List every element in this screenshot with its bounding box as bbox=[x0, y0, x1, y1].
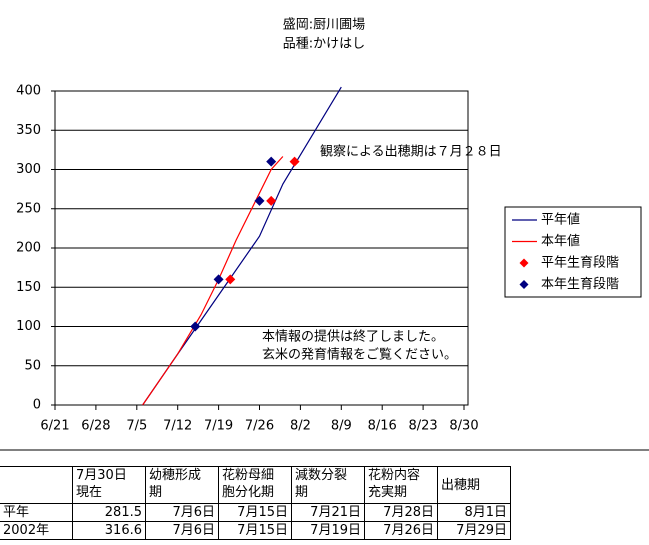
column-header: 期 bbox=[295, 485, 309, 500]
x-tick-label: 6/28 bbox=[81, 419, 110, 434]
table-cell: 花粉内容 充実期 bbox=[364, 466, 438, 504]
row-label: 2002年 bbox=[3, 523, 50, 538]
cell-value: 7月21日 bbox=[310, 505, 361, 520]
table-cell: 7月6日 bbox=[145, 521, 219, 540]
cell-value: 8月1日 bbox=[464, 505, 507, 520]
column-header: 花粉母細 bbox=[222, 468, 275, 483]
annotation: 本情報の提供は終了しました。 bbox=[262, 329, 444, 345]
y-tick-label: 350 bbox=[16, 123, 41, 138]
table-cell: 幼穂形成期 bbox=[145, 466, 219, 504]
y-tick-label: 400 bbox=[16, 84, 41, 99]
cell-value: 316.6 bbox=[104, 523, 142, 538]
table-cell: 出穂期 bbox=[437, 466, 511, 504]
table-cell: 281.5 bbox=[72, 503, 146, 522]
x-tick-label: 8/16 bbox=[368, 419, 397, 434]
legend-marker bbox=[519, 280, 529, 289]
table-cell: 7月29日 bbox=[437, 521, 511, 540]
column-header: 減数分裂 bbox=[295, 468, 348, 483]
annotation: 観察による出穂期は７月２８日 bbox=[320, 145, 502, 160]
cell-value: 7月15日 bbox=[237, 523, 288, 538]
stage-marker bbox=[225, 274, 236, 285]
table-cell: 減数分裂期 bbox=[291, 466, 365, 504]
stage-marker bbox=[213, 274, 224, 285]
legend-box bbox=[504, 206, 642, 298]
x-tick-label: 8/9 bbox=[331, 419, 352, 434]
stage-marker bbox=[266, 156, 277, 167]
column-header: 現在 bbox=[76, 485, 103, 500]
table-cell: 7月6日 bbox=[145, 503, 219, 522]
legend-label: 本年生育段階 bbox=[541, 276, 619, 292]
stage-marker bbox=[266, 195, 277, 206]
series-line bbox=[142, 156, 284, 406]
table-cell: 7月21日 bbox=[291, 503, 365, 522]
table-cell: 7月26日 bbox=[364, 521, 438, 540]
column-header: 充実期 bbox=[368, 485, 408, 500]
stage-marker bbox=[190, 321, 201, 332]
column-header: 出穂期 bbox=[441, 477, 481, 493]
legend-label: 平年生育段階 bbox=[541, 255, 619, 271]
legend-label: 本年値 bbox=[541, 233, 580, 249]
table-cell bbox=[0, 466, 73, 504]
y-tick-label: 100 bbox=[16, 319, 41, 334]
y-tick-label: 0 bbox=[33, 398, 41, 413]
cell-value: 7月26日 bbox=[383, 523, 434, 538]
table-cell: 7月30日現在 bbox=[72, 466, 146, 504]
chart: 盛岡:厨川圃場 品種:かけはし 0 50 100 150 200 250 300 350 400… bbox=[0, 18, 649, 451]
stage-marker bbox=[289, 156, 300, 167]
table-cell: 平年 bbox=[0, 503, 73, 522]
legend-marker bbox=[519, 258, 529, 268]
row-label: 平年 bbox=[3, 505, 30, 520]
cell-value: 7月15日 bbox=[237, 505, 288, 520]
cell-value: 7月28日 bbox=[383, 505, 434, 520]
column-header: 7月30日 bbox=[76, 468, 127, 483]
table-cell: 2002年 bbox=[0, 521, 73, 540]
cell-value: 281.5 bbox=[104, 505, 142, 520]
x-tick-label: 7/19 bbox=[204, 419, 233, 434]
table-cell: 7月19日 bbox=[291, 521, 365, 540]
table-cell: 7月15日 bbox=[218, 503, 292, 522]
y-tick-label: 250 bbox=[16, 201, 41, 216]
y-tick-label: 200 bbox=[16, 241, 41, 256]
stage-marker bbox=[254, 195, 265, 206]
x-tick-label: 7/12 bbox=[163, 419, 192, 434]
chart-subtitle: 品種:かけはし bbox=[283, 36, 365, 52]
x-tick-label: 8/2 bbox=[290, 419, 311, 434]
column-header: 胞分化期 bbox=[222, 485, 275, 500]
column-header: 期 bbox=[149, 485, 163, 500]
table-cell: 7月15日 bbox=[218, 521, 292, 540]
table-cell: 316.6 bbox=[72, 521, 146, 540]
legend-label: 平年値 bbox=[541, 212, 580, 228]
table-cell: 8月1日 bbox=[437, 503, 511, 522]
y-tick-label: 150 bbox=[16, 280, 41, 295]
column-header: 花粉内容 bbox=[368, 468, 421, 483]
annotation: 玄米の発育情報をご覧ください。 bbox=[262, 347, 457, 363]
x-tick-label: 6/21 bbox=[40, 419, 69, 434]
cell-value: 7月6日 bbox=[172, 523, 215, 538]
chart-title: 盛岡:厨川圃場 bbox=[283, 18, 365, 33]
y-tick-label: 50 bbox=[24, 358, 41, 373]
table-cell: 花粉母細 胞分化期 bbox=[218, 466, 292, 504]
column-header: 幼穂形成 bbox=[149, 468, 202, 483]
table-cell: 7月28日 bbox=[364, 503, 438, 522]
cell-value: 7月6日 bbox=[172, 505, 215, 520]
x-tick-label: 7/26 bbox=[245, 419, 274, 434]
stage-table: 7月30日 現在 幼穂形成期花粉母細 胞分化期 減数分裂期花粉内容 充実期 出穂期 平年 281… bbox=[0, 466, 511, 540]
y-tick-label: 300 bbox=[16, 162, 41, 177]
cell-value: 7月19日 bbox=[310, 523, 361, 538]
cell-value: 7月29日 bbox=[456, 523, 507, 538]
x-tick-label: 7/5 bbox=[126, 419, 147, 434]
x-tick-label: 8/30 bbox=[449, 419, 478, 434]
x-tick-label: 8/23 bbox=[408, 419, 437, 434]
